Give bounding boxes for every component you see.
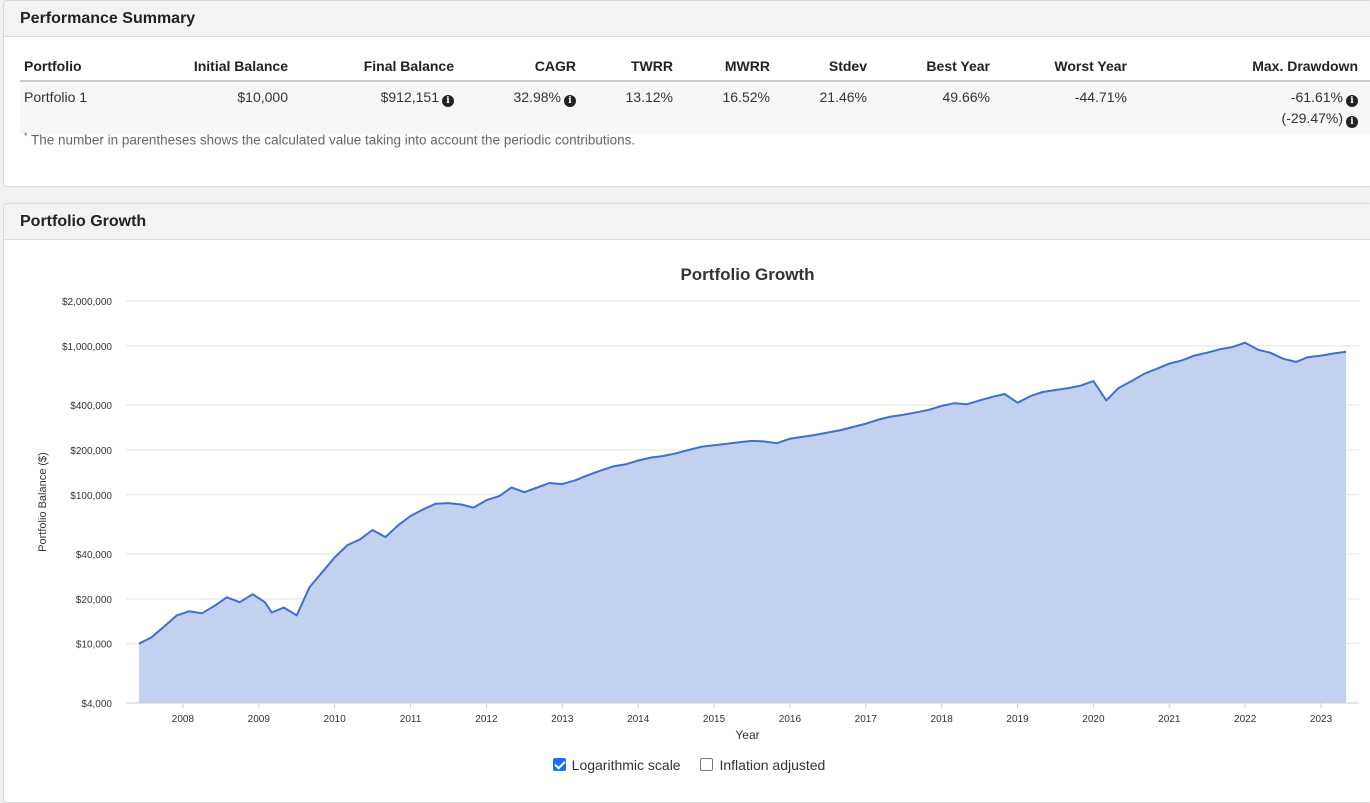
x-tick-label: 2018 xyxy=(931,714,954,725)
y-tick-label: $20,000 xyxy=(76,595,113,606)
log-scale-toggle[interactable]: Logarithmic scale xyxy=(552,757,681,773)
performance-table: Portfolio Initial Balance Final Balance … xyxy=(20,49,1370,134)
cell-max-drawdown: -61.61% i (-29.47%) i xyxy=(1139,81,1370,134)
info-icon[interactable]: i xyxy=(564,95,576,107)
col-worst-year: Worst Year xyxy=(1002,49,1139,82)
x-tick-label: 2013 xyxy=(551,714,574,725)
max-drawdown-contrib-value: (-29.47%) xyxy=(1281,110,1343,126)
x-tick-label: 2020 xyxy=(1082,714,1105,725)
col-best-year: Best Year xyxy=(879,49,1002,82)
col-max-drawdown: Max. Drawdown xyxy=(1139,49,1370,82)
y-tick-label: $2,000,000 xyxy=(62,297,112,308)
log-scale-label: Logarithmic scale xyxy=(571,757,681,773)
y-tick-label: $10,000 xyxy=(76,640,113,651)
x-tick-label: 2017 xyxy=(855,714,878,725)
portfolio-growth-panel-title: Portfolio Growth xyxy=(4,204,1370,240)
portfolio-growth-chart: Portfolio Growth $4,000 $10,000 $20,000 $40,… xyxy=(37,265,1359,742)
cell-stdev: 21.46% xyxy=(782,81,879,134)
col-final-balance: Final Balance xyxy=(300,49,466,82)
col-cagr: CAGR xyxy=(466,49,588,82)
series-line xyxy=(138,341,1347,645)
performance-summary-panel: Performance Summary Portfolio Initial Ba… xyxy=(3,0,1370,187)
performance-summary-title: Performance Summary xyxy=(4,1,1370,37)
x-tick-label: 2011 xyxy=(400,714,422,725)
info-icon[interactable]: i xyxy=(1346,95,1358,107)
footnote: * The number in parentheses shows the ca… xyxy=(24,131,635,148)
cell-best-year: 49.66% xyxy=(879,81,1002,134)
chart-title: Portfolio Growth xyxy=(680,265,814,284)
footnote-marker: * xyxy=(24,131,28,141)
col-initial-balance: Initial Balance xyxy=(130,49,300,82)
y-tick-label: $1,000,000 xyxy=(62,342,112,353)
inflation-adjusted-toggle[interactable]: Inflation adjusted xyxy=(700,757,825,773)
col-twrr: TWRR xyxy=(588,49,685,82)
cell-twrr: 13.12% xyxy=(588,81,685,134)
cell-initial-balance: $10,000 xyxy=(130,81,300,134)
x-tick-label: 2009 xyxy=(248,714,271,725)
x-tick-label: 2022 xyxy=(1234,714,1257,725)
col-stdev: Stdev xyxy=(782,49,879,82)
col-mwrr: MWRR xyxy=(685,49,782,82)
x-tick-label: 2012 xyxy=(475,714,498,725)
table-header-row: Portfolio Initial Balance Final Balance … xyxy=(20,49,1370,82)
x-tick-label: 2023 xyxy=(1310,714,1333,725)
cell-worst-year: -44.71% xyxy=(1002,81,1139,134)
footnote-text: The number in parentheses shows the calc… xyxy=(31,132,636,148)
final-balance-value: $912,151 xyxy=(380,89,439,105)
y-tick-label: $200,000 xyxy=(70,446,112,457)
cell-cagr: 32.98% i xyxy=(466,81,588,134)
info-icon[interactable]: i xyxy=(1346,116,1358,128)
portfolio-growth-panel: Portfolio Growth Portfolio Growth $4,000 $… xyxy=(3,203,1370,803)
y-axis-label: Portfolio Balance ($) xyxy=(37,452,49,552)
y-tick-label: $40,000 xyxy=(76,550,113,561)
y-tick-label: $100,000 xyxy=(70,491,112,502)
chart-controls: Logarithmic scale Inflation adjusted xyxy=(4,757,1370,773)
info-icon[interactable]: i xyxy=(442,95,454,107)
x-tick-label: 2021 xyxy=(1158,714,1181,725)
x-tick-label: 2014 xyxy=(627,714,650,725)
cell-final-balance: $912,151 i xyxy=(300,81,466,134)
inflation-adjusted-label: Inflation adjusted xyxy=(719,757,826,773)
y-tick-label: $4,000 xyxy=(81,699,112,710)
cagr-value: 32.98% xyxy=(513,89,561,105)
x-tick-label: 2010 xyxy=(324,714,347,725)
x-tick-label: 2008 xyxy=(172,714,195,725)
max-drawdown-value: -61.61% xyxy=(1290,89,1343,105)
x-tick-label: 2015 xyxy=(703,714,726,725)
x-tick-label: 2016 xyxy=(779,714,802,725)
x-axis-label: Year xyxy=(735,728,759,742)
log-scale-checkbox[interactable] xyxy=(552,758,566,771)
inflation-adjusted-checkbox[interactable] xyxy=(700,758,714,771)
y-tick-label: $400,000 xyxy=(70,401,112,412)
table-row: Portfolio 1 $10,000 $912,151 i 32.98% i 13… xyxy=(20,81,1370,134)
series-area xyxy=(138,342,1347,703)
col-portfolio: Portfolio xyxy=(20,49,130,82)
cell-portfolio: Portfolio 1 xyxy=(20,81,130,134)
cell-mwrr: 16.52% xyxy=(685,81,782,134)
x-tick-label: 2019 xyxy=(1006,714,1029,725)
